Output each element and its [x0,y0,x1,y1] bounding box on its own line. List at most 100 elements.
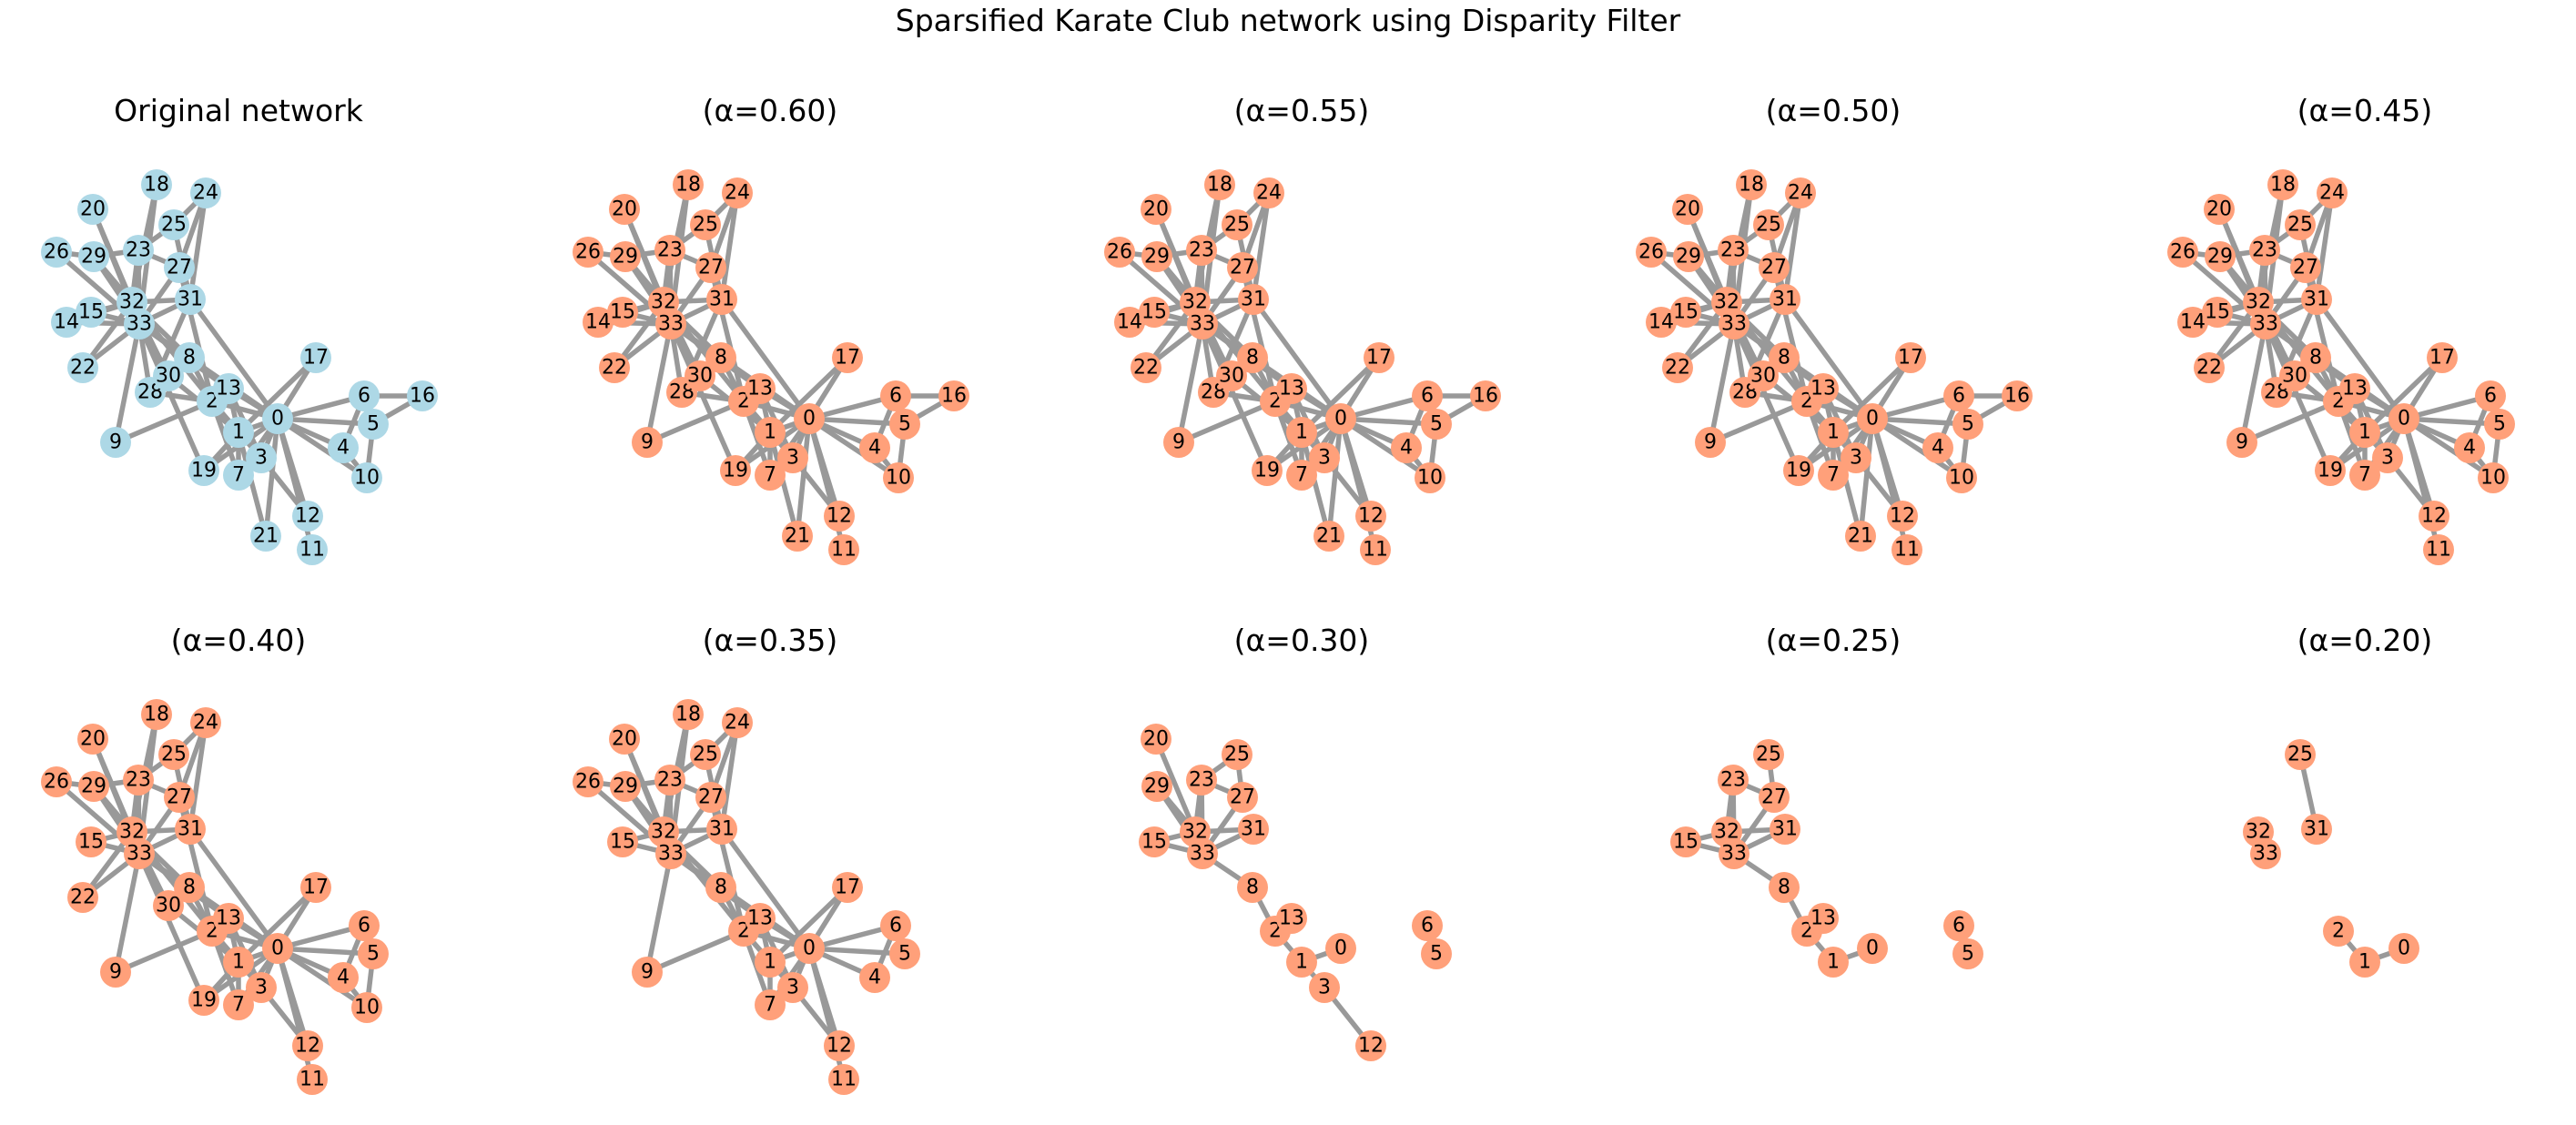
node-label: 13 [2342,378,2368,400]
node-label: 11 [299,539,325,562]
node [705,342,736,373]
node [777,972,808,1003]
node [246,442,277,473]
node-label: 11 [299,1069,325,1091]
node [1238,284,1269,315]
node [1360,534,1391,565]
node-label: 27 [167,786,192,809]
panel-title: (α=0.25) [1766,623,1902,658]
node [2204,194,2235,225]
node [1216,360,1247,391]
node [41,766,72,797]
node-label: 25 [161,214,187,237]
node [607,297,638,328]
node [2002,380,2033,411]
node [190,177,221,208]
edge [2314,297,2407,421]
node-label: 0 [1334,408,1347,431]
node-label: 1 [1827,951,1840,974]
node [2177,307,2208,338]
node [292,501,323,532]
node [358,409,389,440]
node [1186,765,1217,796]
node-label: 3 [2381,447,2394,470]
node-label: 25 [1756,744,1781,766]
node [1783,455,1814,486]
edge [1299,355,1382,435]
edge [1251,297,1344,421]
node [1355,501,1386,532]
node [2323,916,2354,947]
node-label: 15 [78,831,104,854]
node [262,403,293,434]
node-label: 15 [78,301,104,324]
node [1646,307,1677,338]
edge [1708,399,1810,445]
node [1470,380,1501,411]
panel-title: (α=0.30) [1234,623,1370,658]
node [828,534,859,565]
node-label: 5 [367,943,380,966]
node [76,826,106,857]
edge [113,928,215,975]
node [1718,765,1749,796]
node-label: 7 [764,464,776,487]
node [610,771,641,802]
node-label: 17 [1366,347,1392,370]
node [2423,534,2454,565]
node-label: 19 [2317,460,2343,482]
node-label: 29 [81,246,106,269]
node [755,460,786,491]
node [158,739,189,770]
node-label: 3 [786,977,799,999]
node [1719,309,1749,340]
node [755,417,786,448]
node-label: 1 [764,421,776,444]
node-label: 27 [167,257,192,279]
node [1895,342,1926,373]
node-label: 27 [1761,257,1787,279]
node [1891,534,1922,565]
node-label: 19 [1254,460,1280,482]
node [76,297,106,328]
node [673,169,704,200]
edge [719,826,812,951]
node [351,992,382,1023]
node-label: 12 [295,505,320,528]
node [100,957,131,988]
node-label: 15 [1673,831,1699,854]
node-label: 11 [831,539,857,562]
node [1252,455,1283,486]
node-label: 15 [1673,301,1699,324]
node-label: 17 [835,347,860,370]
node [262,933,293,964]
node [2205,241,2236,272]
node [2388,403,2419,434]
node-label: 29 [81,775,106,798]
node-label: 0 [803,938,816,960]
node-label: 23 [1189,769,1214,792]
node-label: 33 [1721,313,1747,336]
node [889,938,920,969]
node-label: 23 [1720,239,1746,262]
node-label: 31 [709,818,735,841]
node-label: 4 [1400,437,1413,460]
node [654,765,685,796]
node-label: 7 [764,994,776,1017]
edge [767,430,800,539]
edge [644,399,746,445]
node-label: 15 [610,301,635,324]
edge [188,190,208,302]
node [2484,409,2515,440]
node [100,427,131,458]
node [1748,360,1779,391]
node-label: 23 [126,769,151,792]
node [1808,903,1839,934]
node [2300,342,2331,373]
node-label: 5 [1430,413,1443,436]
node [1238,814,1269,845]
edge [644,851,674,975]
node [250,521,281,552]
